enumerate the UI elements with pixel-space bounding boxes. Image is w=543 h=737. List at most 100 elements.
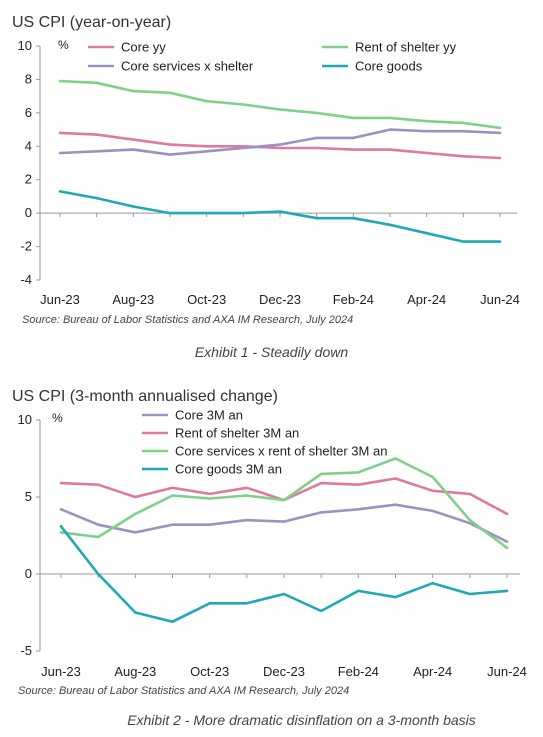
chart-2-data-point — [468, 518, 472, 522]
chart-2-data-point — [96, 483, 100, 486]
chart-1-data-point — [58, 190, 62, 193]
chart-1-data-point — [278, 108, 282, 111]
chart-2-data-point — [208, 602, 211, 605]
chart-1-data-point — [95, 196, 98, 200]
chart-1-data-point — [425, 151, 428, 155]
chart-2-data-point — [431, 475, 434, 479]
chart-1-data-point — [58, 79, 62, 83]
chart-2-data-point — [431, 509, 434, 513]
chart-2-data-point — [96, 523, 100, 526]
chart-2-legend-label: Core goods 3M an — [175, 462, 282, 477]
chart-1-data-point — [168, 153, 172, 156]
chart-1-data-point — [352, 116, 355, 120]
chart-1-y-tick-label: 8 — [25, 71, 32, 86]
chart-2-data-point — [394, 503, 397, 506]
chart-2-data-point — [431, 582, 434, 585]
chart-2-data-point — [319, 481, 323, 485]
chart-1-data-point — [95, 81, 98, 84]
chart-1-legend-label: Rent of shelter yy — [355, 40, 457, 55]
chart-1-data-point — [278, 210, 282, 213]
chart-1-data-point — [315, 136, 318, 140]
chart-2-legend-label: Core 3M an — [175, 408, 243, 423]
chart-1-series-line-3 — [58, 128, 502, 156]
chart-1-data-point — [168, 211, 172, 215]
chart-2-data-point — [208, 492, 211, 496]
chart-1-data-point — [242, 146, 245, 150]
chart-2-data-point — [171, 494, 174, 497]
chart-1-data-point — [462, 130, 465, 133]
chart-1-data-point — [388, 148, 392, 151]
chart-1-x-tick-label: Jun-24 — [480, 292, 520, 307]
chart-2-unit: % — [52, 411, 63, 425]
chart-1-data-point — [425, 232, 428, 235]
chart-1-y-tick-label: 0 — [25, 205, 32, 220]
chart-1-data-point — [58, 131, 62, 135]
chart-2-series-line-1 — [59, 503, 509, 543]
chart-1-data-point — [425, 130, 428, 133]
chart-2-data-point — [96, 572, 100, 576]
chart-2-data-point — [134, 611, 137, 614]
chart-1-data-point — [498, 131, 502, 135]
chart-1-y-tick-label: 4 — [25, 138, 32, 153]
chart-2-data-point — [134, 512, 137, 516]
chart-1-y-tick-label: -4 — [20, 272, 32, 287]
chart-2-x-tick-label: Feb-24 — [338, 664, 379, 679]
chart-1-y-tick-label: 2 — [25, 172, 32, 187]
chart-1-data-point — [58, 151, 62, 155]
chart-2-data-point — [245, 486, 249, 489]
chart-2-data-point — [505, 540, 509, 543]
chart-2: US CPI (3-month annualised change) % Sou… — [0, 376, 543, 706]
chart-1-data-point — [388, 128, 392, 131]
chart-1-data-point — [132, 89, 135, 93]
chart-2-y-tick-label: -5 — [20, 643, 32, 658]
chart-1-data-point — [168, 91, 172, 95]
chart-1-x-tick-label: Jun-23 — [40, 292, 80, 307]
chart-2-y-tick-label: 10 — [18, 412, 32, 427]
chart-2-data-point — [134, 531, 137, 534]
chart-1-data-point — [168, 143, 172, 146]
chart-2-x-tick-label: Jun-24 — [487, 664, 527, 679]
chart-1-y-tick-label: 6 — [25, 105, 32, 120]
chart-1-data-point — [498, 240, 502, 243]
chart-1-data-point — [352, 136, 355, 140]
chart-1-title: US CPI (year-on-year) — [12, 14, 171, 31]
chart-1-data-point — [278, 146, 282, 150]
chart-1-data-point — [205, 99, 208, 103]
chart-1-data-point — [132, 138, 135, 141]
chart-1-svg: US CPI (year-on-year) % Source: Bureau o… — [12, 14, 520, 326]
chart-2-data-point — [357, 508, 360, 511]
chart-2-x-tick-label: Apr-24 — [413, 664, 452, 679]
chart-1-data-point — [498, 126, 502, 130]
chart-2-source: Source: Bureau of Labor Statistics and A… — [18, 685, 349, 697]
chart-1-data-point — [278, 143, 282, 146]
chart-1-data-point — [132, 148, 135, 151]
chart-1-data-point — [132, 205, 135, 208]
chart-2-data-point — [319, 511, 323, 514]
chart-1-data-point — [242, 103, 245, 106]
chart-1-data-point — [462, 121, 465, 125]
chart-2-data-point — [59, 508, 63, 511]
chart-1-legend-label: Core services x shelter — [121, 59, 254, 74]
chart-1-data-point — [388, 223, 392, 227]
chart-2-data-point — [319, 609, 323, 613]
chart-2-legend-label: Core services x rent of shelter 3M an — [175, 444, 387, 459]
chart-2-y-tick-label: 5 — [25, 489, 32, 504]
chart-2-data-point — [245, 518, 249, 522]
chart-1-data-point — [425, 120, 428, 123]
chart-1-series-line-2 — [58, 79, 502, 130]
chart-2-data-point — [171, 486, 174, 489]
chart-2-data-point — [431, 489, 434, 493]
chart-1-data-point — [462, 155, 465, 158]
chart-1: US CPI (year-on-year) % Source: Bureau o… — [0, 0, 543, 340]
chart-2-data-point — [505, 512, 509, 516]
chart-2-data-point — [245, 494, 249, 497]
chart-2-data-point — [505, 589, 509, 593]
chart-2-data-point — [282, 592, 286, 596]
chart-2-data-point — [208, 523, 211, 526]
chart-1-data-point — [315, 111, 318, 115]
chart-1-x-tick-label: Apr-24 — [407, 292, 446, 307]
chart-2-data-point — [468, 492, 472, 496]
chart-2-x-tick-label: Aug-23 — [114, 664, 156, 679]
chart-1-data-point — [315, 146, 318, 150]
chart-1-source: Source: Bureau of Labor Statistics and A… — [22, 314, 353, 326]
